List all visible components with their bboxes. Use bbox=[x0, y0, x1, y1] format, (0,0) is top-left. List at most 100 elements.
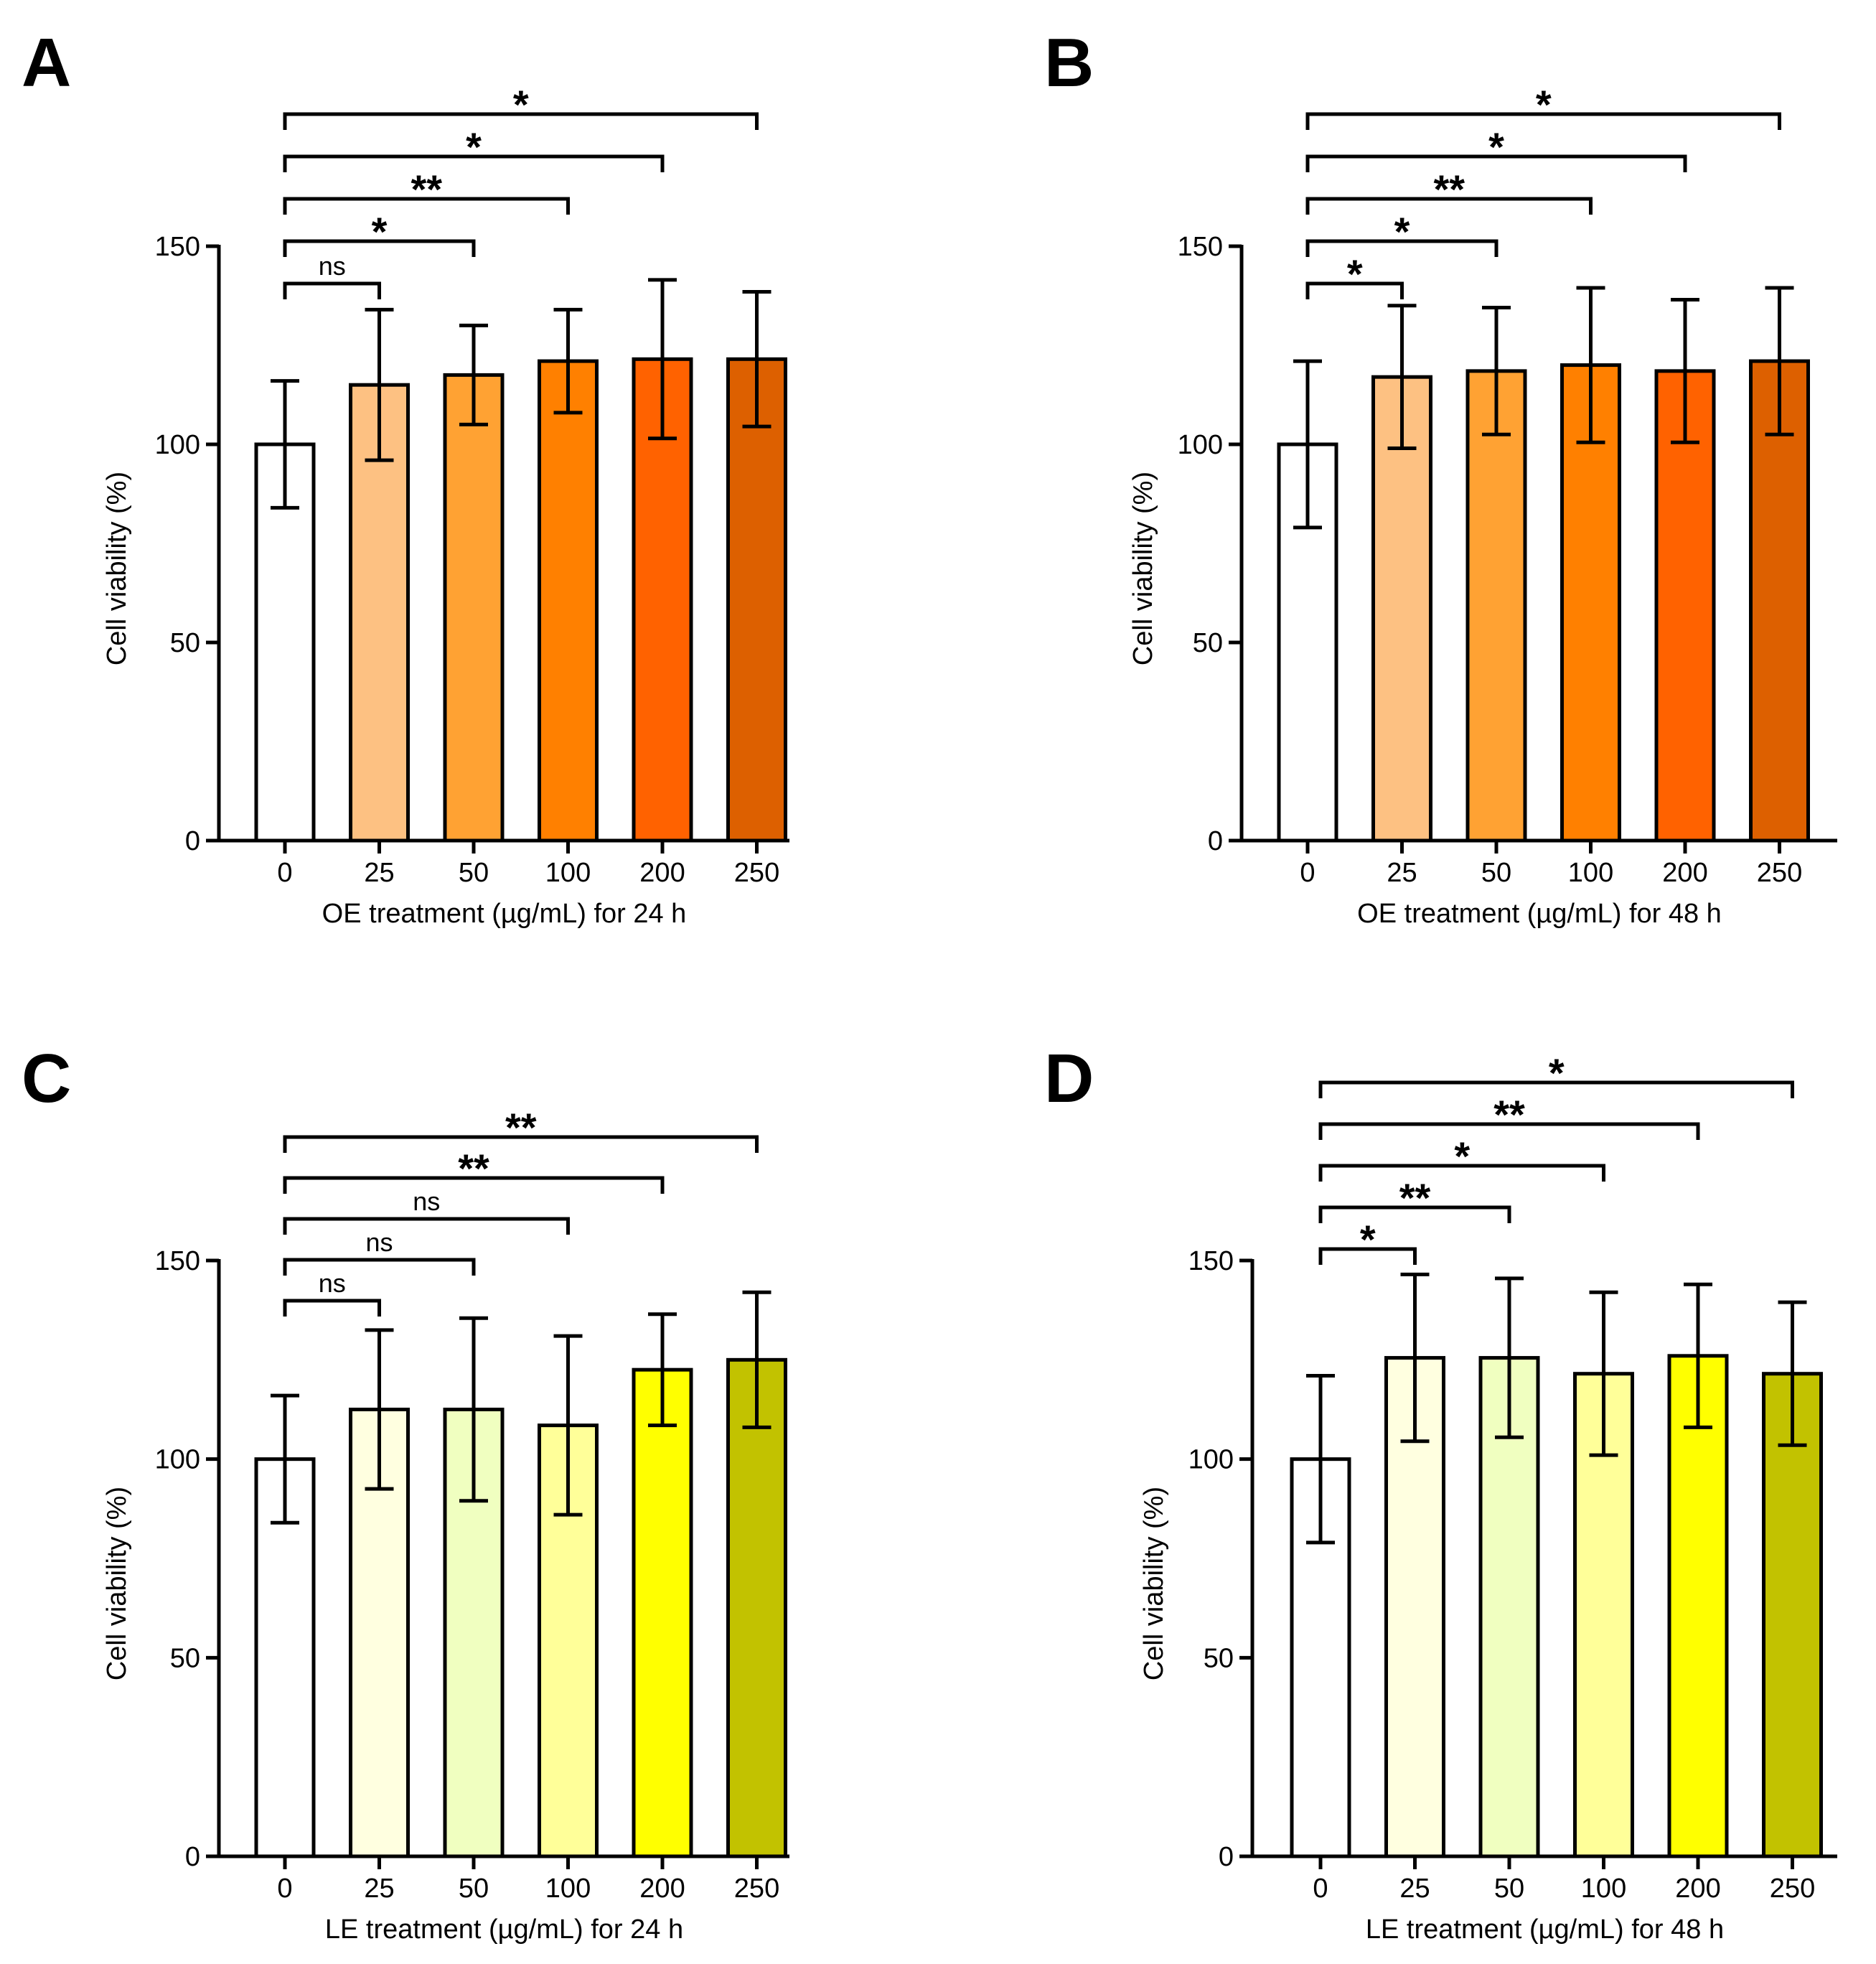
significance-label: ** bbox=[1493, 1092, 1525, 1137]
x-tick-label: 250 bbox=[1770, 1874, 1815, 1904]
x-tick-label: 200 bbox=[639, 1874, 685, 1904]
significance-bracket bbox=[283, 1176, 665, 1194]
significance-label: * bbox=[1488, 124, 1504, 169]
significance-label: ns bbox=[319, 251, 346, 281]
significance-label: * bbox=[1549, 1050, 1565, 1095]
panel-letter: C bbox=[22, 1040, 71, 1117]
significance-label: ns bbox=[365, 1228, 393, 1257]
x-tick-label: 50 bbox=[1494, 1874, 1524, 1904]
y-tick-label: 100 bbox=[155, 1445, 200, 1475]
x-tick-label: 100 bbox=[1568, 858, 1613, 888]
y-tick-label: 100 bbox=[1178, 430, 1223, 460]
x-tick-label: 25 bbox=[364, 1874, 394, 1904]
bar bbox=[726, 357, 787, 843]
y-tick-label: 150 bbox=[1178, 232, 1223, 262]
x-tick-label: 250 bbox=[734, 858, 779, 888]
significance-label: ** bbox=[458, 1146, 489, 1191]
x-tick-label: 50 bbox=[459, 858, 489, 888]
x-tick-label: 250 bbox=[1757, 858, 1802, 888]
significance-label: ** bbox=[1399, 1175, 1431, 1220]
x-tick-label: 50 bbox=[1481, 858, 1511, 888]
significance-label: ns bbox=[319, 1268, 346, 1298]
significance-bracket bbox=[1305, 112, 1781, 130]
significance-bracket bbox=[1305, 154, 1687, 172]
bar bbox=[254, 1457, 316, 1858]
y-tick-label: 50 bbox=[1193, 628, 1223, 658]
significance-bracket bbox=[1318, 1205, 1511, 1223]
significance-bracket bbox=[283, 154, 665, 172]
significance-bracket bbox=[1318, 1247, 1417, 1265]
x-tick-label: 0 bbox=[277, 858, 292, 888]
significance-bracket bbox=[283, 1258, 476, 1276]
significance-bracket bbox=[283, 1135, 759, 1153]
x-tick-label: 100 bbox=[1581, 1874, 1626, 1904]
significance-bracket bbox=[283, 1217, 570, 1235]
x-tick-label: 200 bbox=[1662, 858, 1707, 888]
significance-bracket bbox=[283, 112, 759, 130]
x-axis-title: OE treatment (µg/mL) for 48 h bbox=[1357, 899, 1722, 929]
panel-letter: D bbox=[1044, 1040, 1094, 1117]
panel-letter: B bbox=[1044, 24, 1094, 101]
x-tick-label: 0 bbox=[1313, 1874, 1328, 1904]
x-axis-title: LE treatment (µg/mL) for 24 h bbox=[325, 1914, 683, 1945]
bar bbox=[1465, 369, 1527, 843]
panel-d: D 0 50 100 150 0 25 50 100 200 250 LE treatment (µg… bbox=[1044, 1040, 1837, 1945]
y-tick-label: 0 bbox=[1219, 1842, 1234, 1872]
y-tick-label: 150 bbox=[1188, 1246, 1234, 1276]
x-tick-label: 0 bbox=[277, 1874, 292, 1904]
y-tick-label: 50 bbox=[1204, 1643, 1234, 1673]
x-tick-label: 100 bbox=[545, 858, 591, 888]
significance-label: * bbox=[513, 82, 529, 127]
significance-label: ns bbox=[413, 1187, 440, 1216]
x-tick-label: 100 bbox=[545, 1874, 591, 1904]
significance-bracket bbox=[1305, 239, 1499, 257]
y-tick-label: 150 bbox=[155, 232, 200, 262]
y-axis-title: Cell viability (%) bbox=[1128, 472, 1158, 665]
significance-label: * bbox=[1454, 1133, 1470, 1179]
significance-label: ** bbox=[1433, 167, 1465, 212]
bar bbox=[538, 359, 599, 843]
x-tick-label: 50 bbox=[459, 1874, 489, 1904]
significance-label: * bbox=[466, 124, 482, 169]
significance-bracket bbox=[283, 1299, 381, 1317]
bar bbox=[1478, 1356, 1540, 1858]
panel-a: A 0 50 100 150 0 25 50 100 200 250 OE treatment (µg… bbox=[22, 24, 789, 929]
x-tick-label: 250 bbox=[734, 1874, 779, 1904]
x-tick-label: 25 bbox=[1399, 1874, 1430, 1904]
x-tick-label: 25 bbox=[1387, 858, 1417, 888]
significance-bracket bbox=[1318, 1080, 1794, 1098]
significance-label: * bbox=[372, 209, 388, 254]
y-tick-label: 0 bbox=[1208, 826, 1223, 856]
panel-b: B 0 50 100 150 0 25 50 100 200 250 OE treatment (µg… bbox=[1044, 24, 1837, 929]
y-tick-label: 100 bbox=[1188, 1445, 1234, 1475]
bar bbox=[443, 373, 505, 843]
bar bbox=[1667, 1354, 1729, 1858]
x-axis-title: LE treatment (µg/mL) for 48 h bbox=[1366, 1914, 1724, 1945]
y-tick-label: 50 bbox=[170, 1643, 200, 1673]
y-axis-title: Cell viability (%) bbox=[1139, 1487, 1169, 1680]
significance-label: ** bbox=[411, 167, 442, 212]
panel-letter: A bbox=[22, 24, 71, 101]
bar bbox=[254, 442, 316, 843]
bar bbox=[726, 1357, 787, 1858]
significance-label: * bbox=[1360, 1217, 1376, 1262]
x-tick-label: 0 bbox=[1300, 858, 1315, 888]
panel-c: C 0 50 100 150 0 25 50 100 200 250 LE treatment (µg… bbox=[22, 1040, 789, 1945]
bar bbox=[1654, 369, 1716, 843]
significance-bracket bbox=[283, 197, 570, 215]
y-axis-title: Cell viability (%) bbox=[102, 472, 132, 665]
significance-label: * bbox=[1536, 82, 1552, 127]
bar bbox=[1560, 363, 1621, 843]
y-axis-title: Cell viability (%) bbox=[102, 1487, 132, 1680]
y-tick-label: 0 bbox=[185, 826, 200, 856]
significance-label: ** bbox=[505, 1105, 537, 1150]
x-tick-label: 200 bbox=[639, 858, 685, 888]
significance-bracket bbox=[1305, 281, 1404, 299]
significance-label: * bbox=[1347, 251, 1363, 296]
y-tick-label: 100 bbox=[155, 430, 200, 460]
significance-bracket bbox=[283, 239, 476, 257]
y-tick-label: 0 bbox=[185, 1842, 200, 1872]
significance-bracket bbox=[1318, 1122, 1700, 1140]
bar bbox=[632, 1367, 693, 1858]
